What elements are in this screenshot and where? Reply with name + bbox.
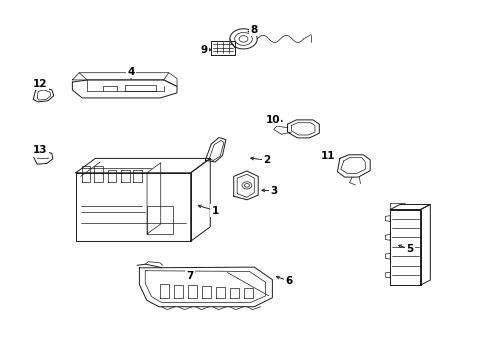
Text: 3: 3 (270, 186, 277, 196)
Text: 1: 1 (211, 206, 218, 216)
Text: 11: 11 (320, 150, 334, 161)
Text: 8: 8 (250, 24, 257, 35)
Text: 9: 9 (201, 45, 207, 55)
Text: 6: 6 (285, 276, 291, 286)
Text: 5: 5 (406, 244, 412, 254)
Text: 12: 12 (33, 78, 47, 89)
Text: 2: 2 (263, 155, 269, 165)
Text: 10: 10 (265, 114, 280, 125)
Text: 13: 13 (33, 145, 47, 156)
Text: 4: 4 (127, 67, 135, 77)
Text: 7: 7 (185, 271, 193, 282)
